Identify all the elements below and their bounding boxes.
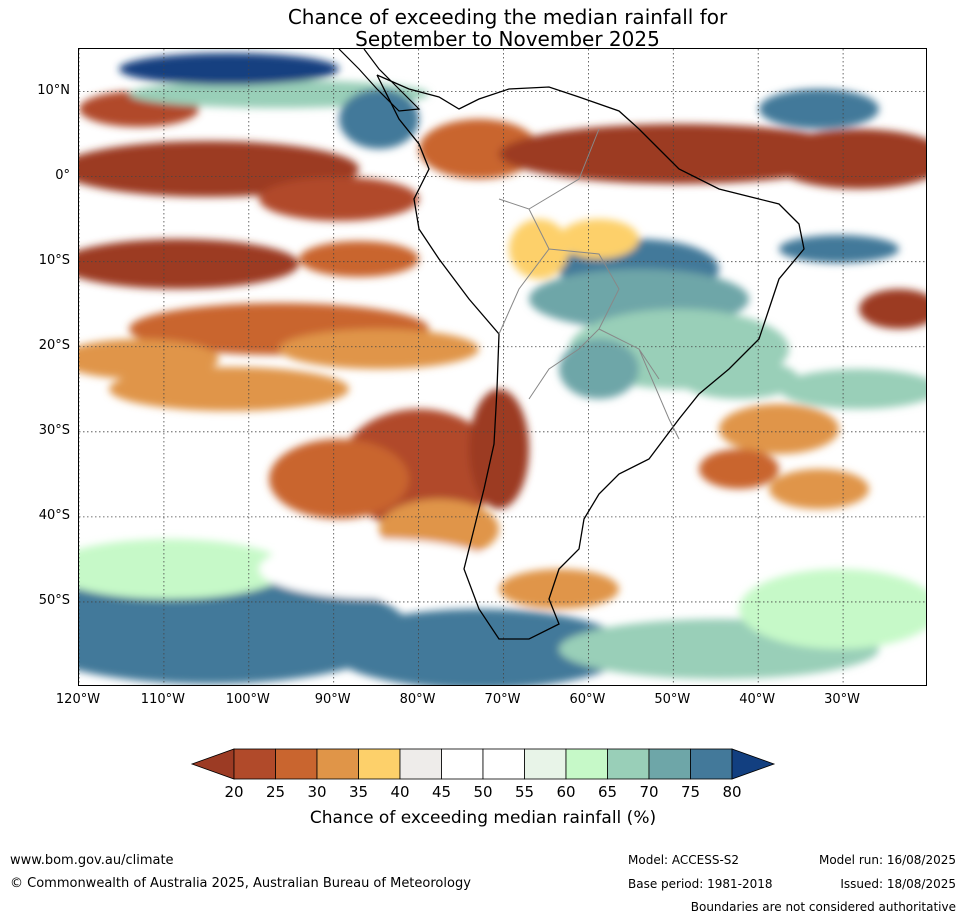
latitude-tick-label: 50°S [38,592,70,608]
title-line-2: September to November 2025 [355,27,660,51]
colorbar-tick-label: 45 [431,783,452,801]
longitude-tick-label: 90°W [314,692,351,707]
probability-patch [339,89,419,149]
colorbar-tick-label: 75 [680,783,701,801]
probability-patch [79,239,299,289]
colorbar-tick-label: 80 [722,783,742,801]
probability-patch [559,339,639,399]
colorbar-segment [565,748,608,780]
probability-patch [509,219,569,279]
probability-patch [759,89,879,129]
probability-patch [719,404,839,454]
colorbar-tick-label: 50 [473,783,493,801]
latitude-tick-label: 10°S [38,252,70,268]
probability-patch [119,53,339,85]
footer-copyright: © Commonwealth of Australia 2025, Austra… [10,876,471,891]
probability-patch [499,569,619,609]
probability-patch [259,539,499,599]
colorbar-segment [399,748,442,780]
colorbar-label: Chance of exceeding median rainfall (%) [309,808,657,828]
colorbar-segment [607,748,650,780]
title-line-1: Chance of exceeding the median rainfall … [287,5,728,29]
longitude-tick-label: 110°W [140,692,185,707]
probability-patch [779,369,926,409]
colorbar-tick-label: 35 [348,783,369,801]
probability-patch [109,367,349,411]
colorbar-segment [690,748,733,780]
colorbar-tick-label: 30 [307,783,327,801]
longitude-tick-label: 70°W [484,692,521,707]
probability-patch [299,241,419,277]
central-america-coastline [338,49,421,112]
probability-patch [769,129,926,189]
probability-patch [559,219,639,259]
latitude-tick-label: 10°N [37,82,70,98]
colorbar-segment [524,748,567,780]
probability-patch [769,469,869,509]
colorbar-segment [648,748,691,780]
colorbar-tick-label: 55 [514,783,535,801]
probability-patch [779,235,899,263]
probability-patch [79,539,289,599]
colorbar-tick-label: 70 [639,783,659,801]
footer-model-run: Model run: 16/08/2025 [818,853,956,867]
colorbar-segment [233,748,276,780]
latitude-tick-label: 20°S [38,337,70,353]
map-title: Chance of exceeding the median rainfall … [0,6,965,50]
longitude-tick-label: 120°W [55,692,101,707]
colorbar-upper-extension [731,748,776,780]
longitude-tick-label: 50°W [654,692,691,707]
probability-patch [419,119,539,179]
probability-patch [739,569,926,649]
graticule [79,49,926,685]
colorbar-segment [358,748,401,780]
probability-patch [79,574,409,684]
probability-patch [859,289,926,329]
latitude-tick-label: 30°S [38,422,70,438]
probability-field [79,53,926,685]
probability-patch [679,359,799,399]
probability-patch [279,329,479,369]
colorbar-lower-extension [190,748,235,780]
latitude-tick-label: 0° [55,167,70,183]
probability-patch [699,449,779,489]
colorbar-segment [441,748,484,780]
probability-patch [79,339,219,379]
colorbar-segment [482,748,525,780]
footer-model: Model: ACCESS-S2 [628,853,740,867]
colorbar-tick-label: 25 [265,783,286,801]
probability-patch [499,124,859,184]
coastline [338,49,805,640]
longitude-tick-label: 60°W [569,692,606,707]
longitude-tick-label: 100°W [225,692,270,707]
country-borders [498,128,680,440]
colorbar-segment [275,748,318,780]
colorbar-tick-label: 65 [597,783,618,801]
colorbar-tick-label: 20 [224,783,244,801]
probability-patch [469,389,529,509]
map-canvas [79,49,926,685]
footer-url[interactable]: www.bom.gov.au/climate [10,853,174,868]
colorbar-tick-label: 60 [556,783,576,801]
longitude-tick-label: 80°W [399,692,436,707]
probability-patch [269,439,409,519]
footer-base-period: Base period: 1981-2018 [628,877,773,891]
longitude-tick-label: 30°W [824,692,861,707]
rainfall-map [78,48,927,686]
longitude-tick-label: 40°W [739,692,776,707]
footer-issued: Issued: 18/08/2025 [840,877,956,891]
colorbar [190,748,776,780]
probability-patch [259,177,419,221]
footer-disclaimer: Boundaries are not considered authoritat… [690,900,956,914]
latitude-tick-label: 40°S [38,507,70,523]
colorbar-tick-label: 40 [390,783,410,801]
probability-patch [329,609,629,685]
colorbar-segment [316,748,359,780]
